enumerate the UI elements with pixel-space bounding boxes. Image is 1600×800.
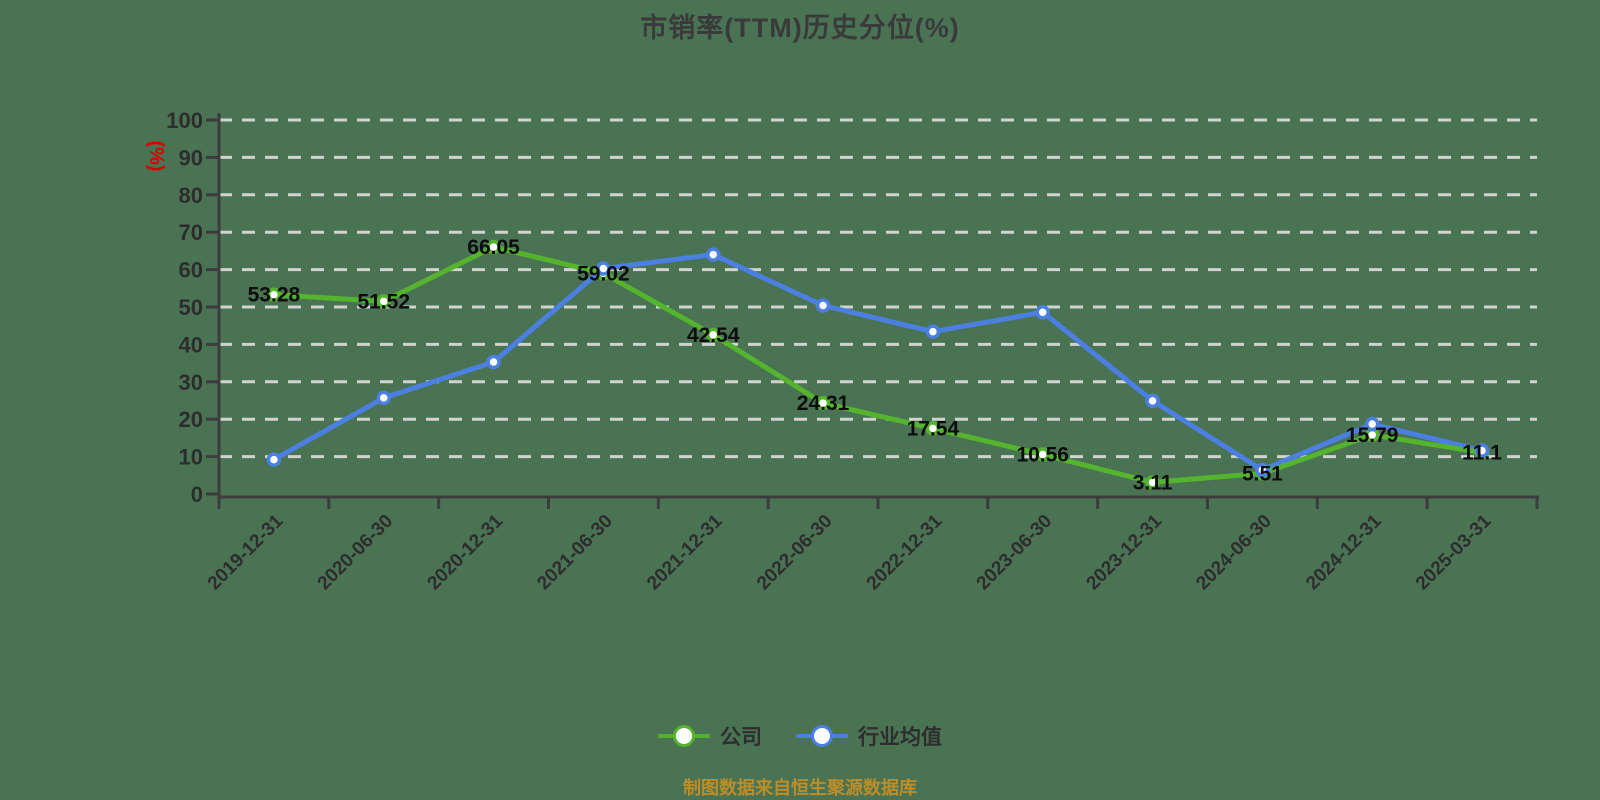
- x-tick-label: 2023-06-30: [973, 511, 1057, 595]
- data-source-note: 制图数据来自恒生聚源数据库: [683, 778, 917, 798]
- data-label: 10.56: [1016, 444, 1069, 467]
- x-tick-label: 2021-12-31: [643, 510, 727, 594]
- legend-item-company[interactable]: 公司: [658, 721, 762, 751]
- industry-point: [1474, 443, 1490, 458]
- company-point: [1145, 475, 1160, 490]
- industry-point: [266, 452, 282, 467]
- data-label: 59.02: [577, 262, 630, 285]
- legend-label-industry: 行业均值: [858, 726, 942, 749]
- x-tick-label: 2024-06-30: [1192, 511, 1276, 595]
- company-point: [705, 327, 721, 343]
- axes: [206, 113, 1539, 509]
- data-label: 53.28: [248, 284, 301, 307]
- gridlines: [219, 118, 1537, 459]
- data-label: 15.79: [1346, 424, 1399, 447]
- industry-point: [486, 354, 501, 370]
- data-label: 66.05: [467, 236, 520, 259]
- y-tick-label: 0: [191, 482, 203, 507]
- industry-point: [815, 298, 831, 313]
- y-tick-label: 90: [179, 145, 203, 170]
- industry-point: [1145, 393, 1160, 409]
- y-tick-label: 80: [179, 183, 203, 208]
- industry-point-group: [266, 247, 1490, 478]
- company-point: [925, 421, 941, 436]
- company-point: [1035, 447, 1050, 462]
- x-tick-label: 2020-06-30: [314, 511, 398, 595]
- y-tick-label: 50: [179, 295, 203, 320]
- y-tick-label: 20: [179, 407, 203, 432]
- x-tick-label: 2023-12-31: [1083, 510, 1167, 594]
- legend-item-industry[interactable]: 行业均值: [796, 721, 942, 751]
- x-tick-label: 2021-06-30: [533, 511, 617, 595]
- x-tick-label: 2024-12-31: [1302, 510, 1386, 594]
- data-label: 24.31: [797, 392, 850, 415]
- industry-point: [376, 390, 391, 406]
- y-tick-label: 40: [179, 332, 203, 357]
- x-tick-label: 2022-06-30: [753, 511, 837, 595]
- industry-point: [1035, 304, 1050, 320]
- data-label: 51.52: [357, 290, 410, 313]
- legend-label-company: 公司: [720, 726, 762, 749]
- data-label: 42.54: [687, 324, 740, 347]
- company-line: [271, 244, 1485, 485]
- data-label: 17.54: [907, 417, 960, 440]
- chart-title: 市销率(TTM)历史分位(%): [640, 13, 960, 43]
- data-label: 11.1: [1462, 441, 1502, 464]
- legend: 公司 行业均值: [0, 721, 1600, 751]
- industry-point: [1255, 462, 1270, 478]
- line-marker-icon: [796, 724, 848, 748]
- y-tick-label: 60: [179, 258, 203, 283]
- company-point: [815, 395, 831, 411]
- company-point: [266, 287, 282, 302]
- industry-point: [1364, 416, 1380, 432]
- y-tick-label: 10: [179, 445, 203, 470]
- line-marker-icon: [658, 724, 710, 748]
- industry-point: [925, 324, 941, 339]
- industry-line: [271, 252, 1485, 473]
- tick-labels: 0 10 20 30 40 50 60 70 80 90 100 2019-12-31 2020-06-…: [166, 108, 1496, 594]
- data-label: 3.11: [1133, 471, 1173, 494]
- y-tick-label: 30: [179, 370, 203, 395]
- data-label: 5.51: [1242, 462, 1283, 485]
- x-tick-label: 2020-12-31: [424, 510, 508, 594]
- x-tick-label: 2022-12-31: [863, 510, 947, 594]
- x-tick-label: 2025-03-31: [1412, 510, 1496, 594]
- data-labels: 53.28 51.52 66.05 59.02 42.54 24.31 17.54 10.56…: [248, 236, 1503, 494]
- x-tick-label: 2019-12-31: [204, 510, 288, 594]
- y-tick-label: 100: [166, 108, 203, 133]
- company-point: [486, 239, 501, 255]
- industry-point: [596, 261, 611, 276]
- y-tick-label: 70: [179, 220, 203, 245]
- industry-point: [705, 247, 721, 262]
- company-point: [376, 294, 391, 309]
